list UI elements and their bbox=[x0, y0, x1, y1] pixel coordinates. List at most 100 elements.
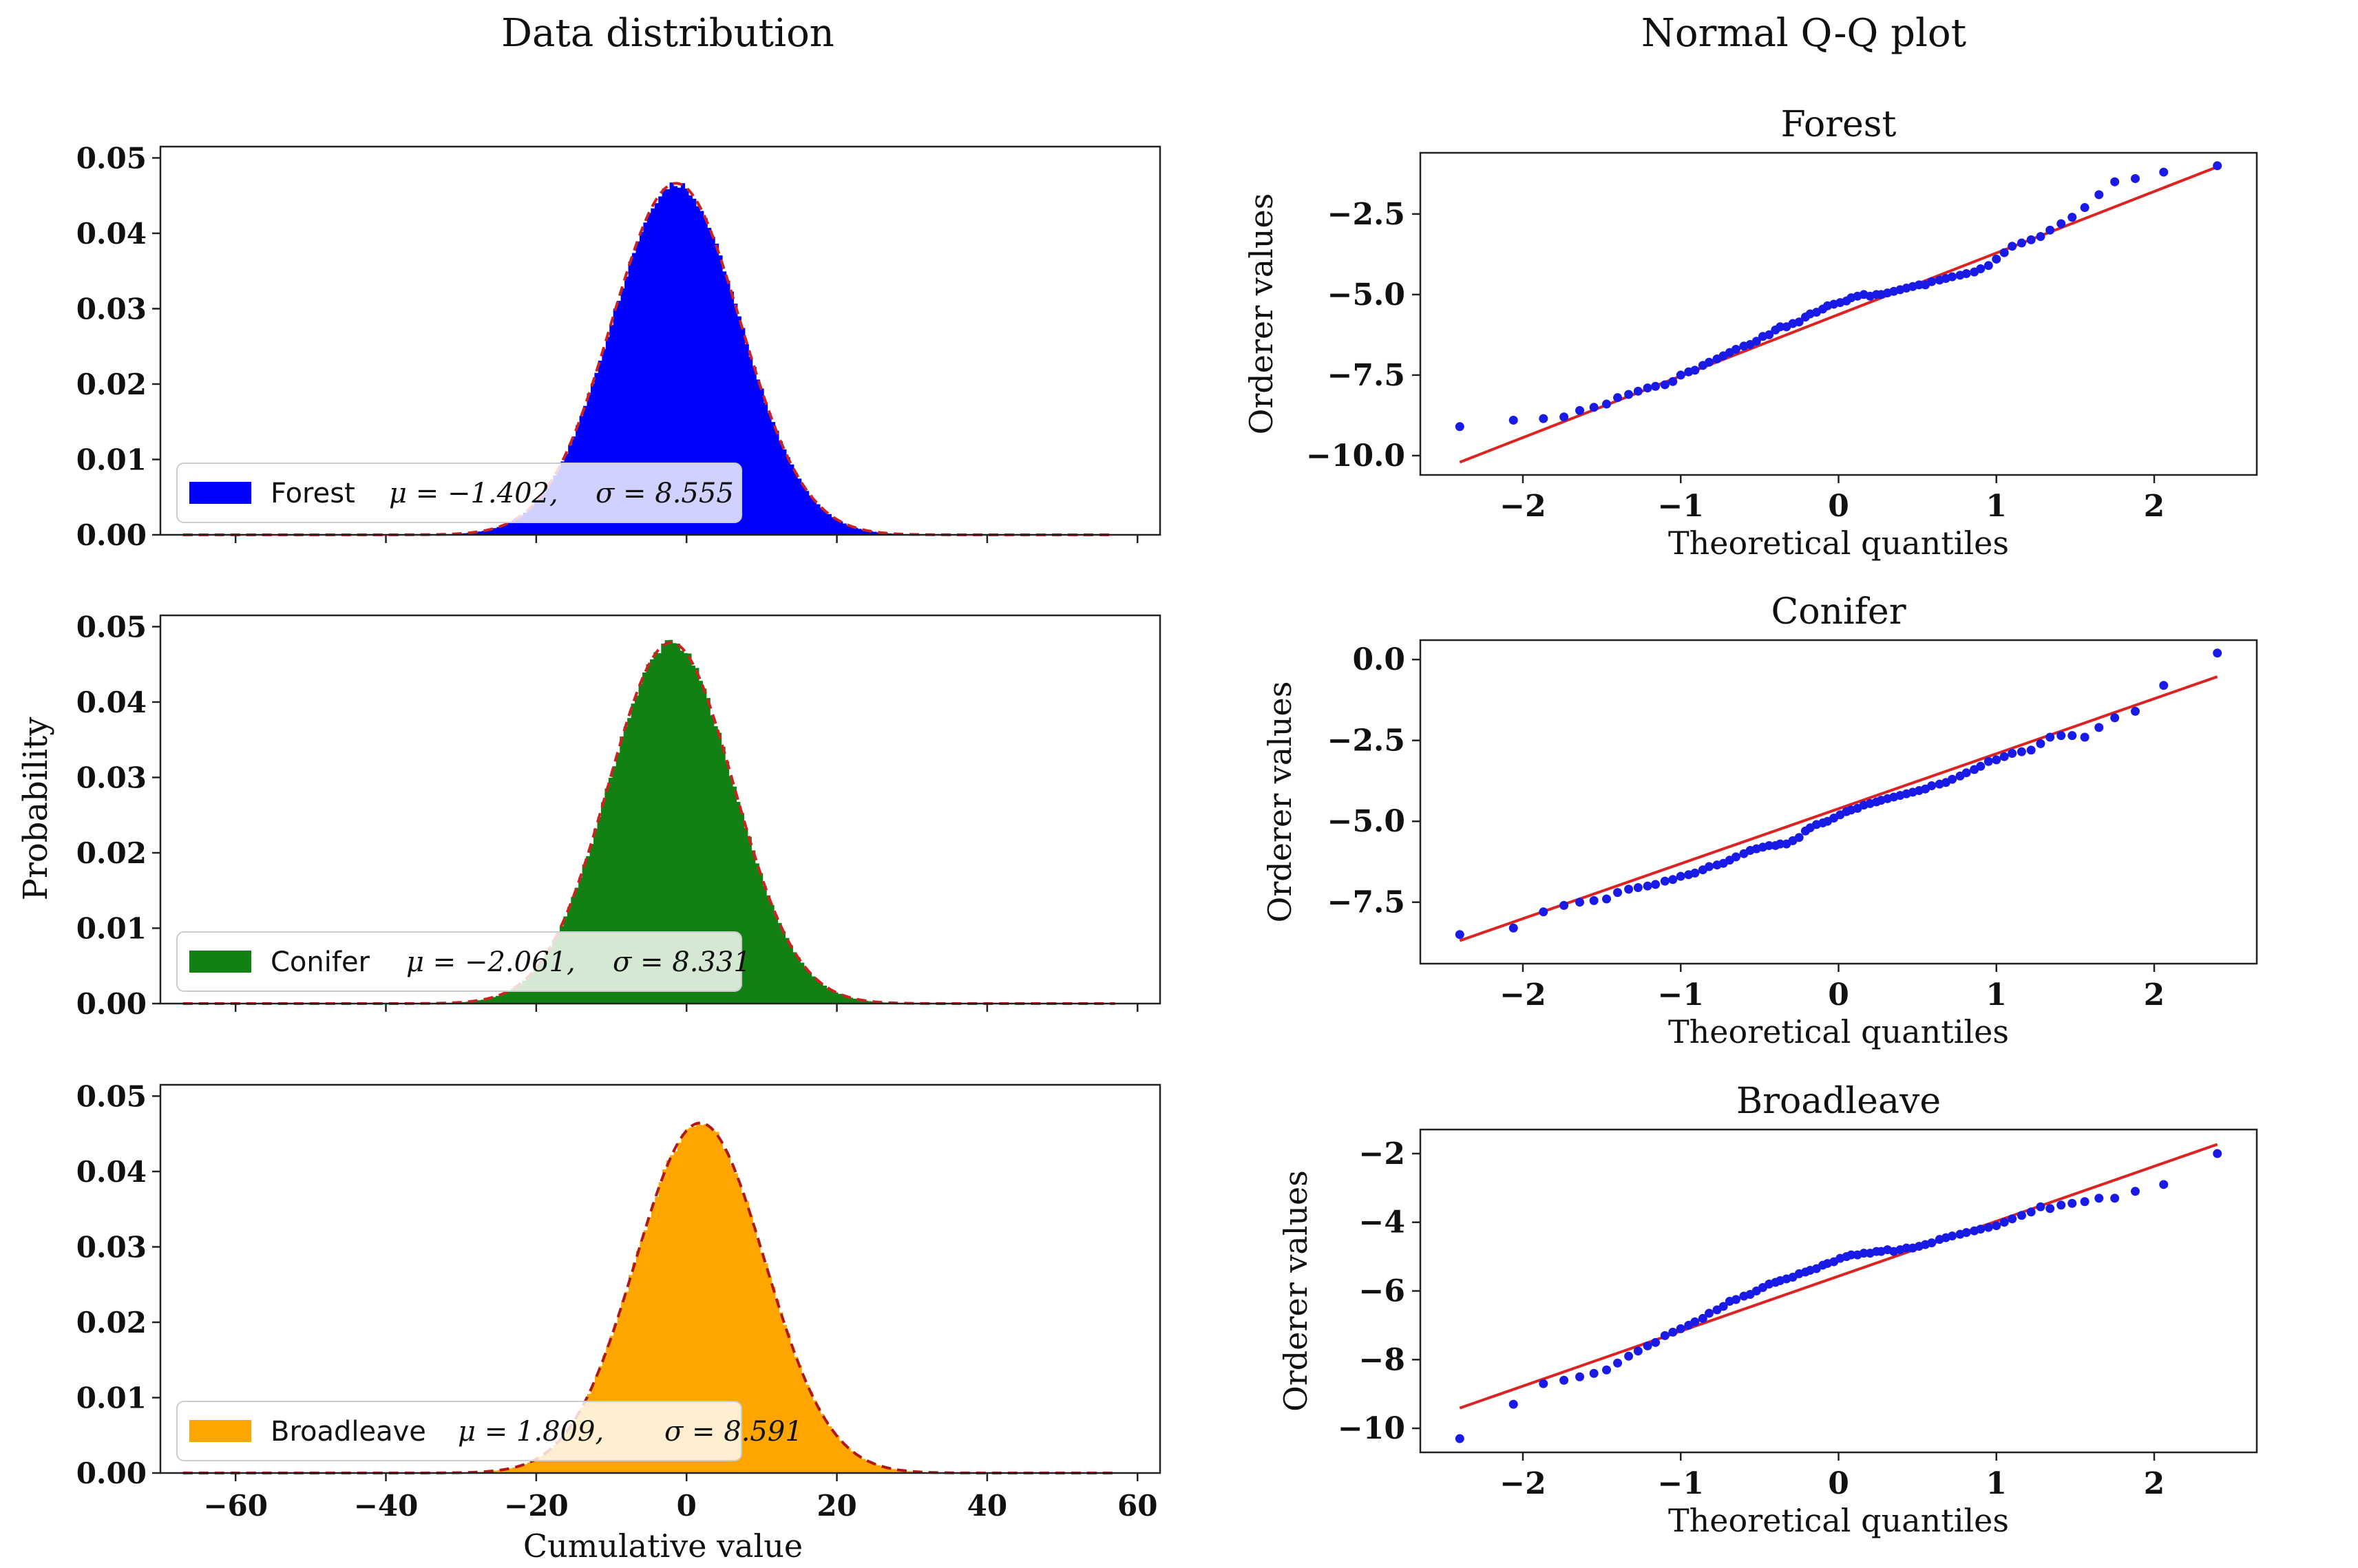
histogram-bar bbox=[764, 1263, 768, 1473]
histogram-bar bbox=[478, 531, 483, 535]
x-tick-label: 40 bbox=[967, 1489, 1007, 1523]
legend-swatch bbox=[189, 951, 251, 973]
qq-point bbox=[2130, 1187, 2140, 1196]
qq-ylabel: Orderer values bbox=[1243, 193, 1280, 435]
x-tick-label: 0 bbox=[1828, 1466, 1849, 1501]
qq-point bbox=[2056, 1200, 2066, 1210]
qq-point bbox=[2110, 177, 2120, 187]
qq-point bbox=[1651, 1337, 1661, 1347]
qq-xlabel: Theoretical quantiles bbox=[1668, 1013, 2009, 1050]
histogram-bar bbox=[655, 1196, 660, 1473]
histogram-bar bbox=[609, 325, 614, 535]
histogram-bar bbox=[831, 1431, 836, 1473]
histogram-bar bbox=[620, 288, 625, 535]
histogram-bar bbox=[698, 681, 703, 1004]
qq-point bbox=[1731, 1295, 1740, 1304]
y-tick-label: −2 bbox=[1359, 1136, 1405, 1172]
histogram-bar bbox=[729, 291, 734, 535]
histogram-bar bbox=[861, 1459, 866, 1473]
histogram-bar bbox=[759, 873, 764, 1004]
histogram-bar bbox=[816, 504, 821, 535]
qq-point bbox=[1765, 840, 1774, 850]
histogram-bar bbox=[717, 732, 722, 1004]
qq-point bbox=[2080, 203, 2089, 213]
histogram-bar bbox=[774, 915, 779, 1004]
histogram-bar bbox=[635, 241, 640, 535]
histogram-bar bbox=[623, 726, 628, 1004]
histogram-bar bbox=[752, 1228, 757, 1473]
y-tick-label: 0.02 bbox=[76, 836, 147, 870]
qq-panel-conifer: Conifer −7.5 −5.0 −2.5 0.0 −2 −1 0 1 2 Theoretical… bbox=[1261, 591, 2258, 1050]
histogram-bar bbox=[828, 1426, 832, 1473]
histogram-bar bbox=[719, 1141, 724, 1473]
qq-point bbox=[1961, 269, 1971, 278]
histogram-bar bbox=[684, 188, 689, 535]
histogram-bar bbox=[621, 1301, 626, 1473]
qq-point bbox=[2213, 648, 2222, 658]
histogram-bar bbox=[653, 652, 658, 1004]
histogram-bar bbox=[823, 1421, 828, 1473]
legend-series-name: Broadleave bbox=[271, 1416, 426, 1448]
histogram-bar bbox=[631, 703, 635, 1004]
histogram-bar bbox=[617, 301, 622, 535]
qq-point bbox=[2008, 749, 2017, 758]
histogram-bar bbox=[481, 999, 485, 1004]
histogram-bar bbox=[643, 222, 648, 535]
histogram-bar bbox=[756, 379, 761, 535]
histogram-bar bbox=[808, 972, 812, 1004]
histogram-bar bbox=[792, 952, 797, 1004]
y-tick-label: −6 bbox=[1359, 1274, 1405, 1309]
qq-point bbox=[1992, 755, 2001, 765]
qq-point bbox=[1575, 1372, 1585, 1381]
histogram-bar bbox=[755, 863, 759, 1004]
histogram-bar bbox=[692, 1126, 697, 1473]
qq-point bbox=[1643, 1341, 1652, 1350]
histogram-bar bbox=[822, 985, 828, 1004]
histogram-bar bbox=[662, 189, 666, 535]
histogram-bar bbox=[605, 337, 610, 535]
qq-point bbox=[1690, 1317, 1700, 1326]
histogram-bar bbox=[617, 1314, 622, 1473]
qq-point bbox=[1676, 370, 1685, 380]
qq-point bbox=[1914, 280, 1924, 290]
histogram-bar bbox=[493, 528, 498, 535]
qq-point bbox=[2094, 1194, 2104, 1203]
histogram-bar bbox=[624, 1291, 629, 1473]
histogram-bar bbox=[852, 998, 857, 1004]
histogram-bar bbox=[872, 1463, 877, 1473]
y-tick-label: 0.0 bbox=[1352, 642, 1405, 677]
qq-point bbox=[1992, 1221, 2001, 1231]
qq-point bbox=[1794, 317, 1804, 327]
y-tick-label: −8 bbox=[1359, 1342, 1405, 1377]
qq-point bbox=[2036, 739, 2045, 748]
qq-point bbox=[1633, 386, 1643, 396]
histogram-bar bbox=[756, 1241, 761, 1473]
qq-title: Forest bbox=[1781, 104, 1897, 145]
histogram-bar bbox=[677, 1143, 682, 1473]
qq-point bbox=[1961, 1228, 1971, 1238]
histogram-bar bbox=[624, 276, 629, 535]
histogram-bar bbox=[666, 189, 671, 535]
histogram-bar bbox=[826, 988, 831, 1004]
histogram-bar bbox=[801, 485, 806, 535]
histogram-bar bbox=[522, 980, 527, 1004]
qq-point bbox=[1846, 1250, 1856, 1260]
histogram-bar bbox=[507, 522, 512, 535]
qq-fit-line bbox=[1459, 165, 2218, 464]
y-tick-label: 0.04 bbox=[76, 217, 147, 251]
histogram-bar bbox=[815, 979, 820, 1004]
y-tick-label: 0.00 bbox=[76, 1456, 147, 1490]
y-tick-label: −5.0 bbox=[1327, 804, 1405, 839]
histogram-bar bbox=[699, 211, 704, 535]
y-tick-label: 0.05 bbox=[76, 1079, 147, 1113]
histogram-bar bbox=[819, 982, 823, 1004]
x-tick-label: 20 bbox=[817, 1489, 856, 1523]
histogram-bar bbox=[615, 752, 620, 1004]
histogram-bar bbox=[657, 653, 662, 1004]
legend-series-name: Forest bbox=[271, 478, 355, 509]
histogram-bar bbox=[843, 1444, 848, 1473]
histogram-bar bbox=[670, 1155, 675, 1473]
histogram-bar bbox=[739, 813, 744, 1004]
histogram-bar bbox=[860, 1000, 865, 1004]
qq-point bbox=[1999, 752, 2009, 761]
